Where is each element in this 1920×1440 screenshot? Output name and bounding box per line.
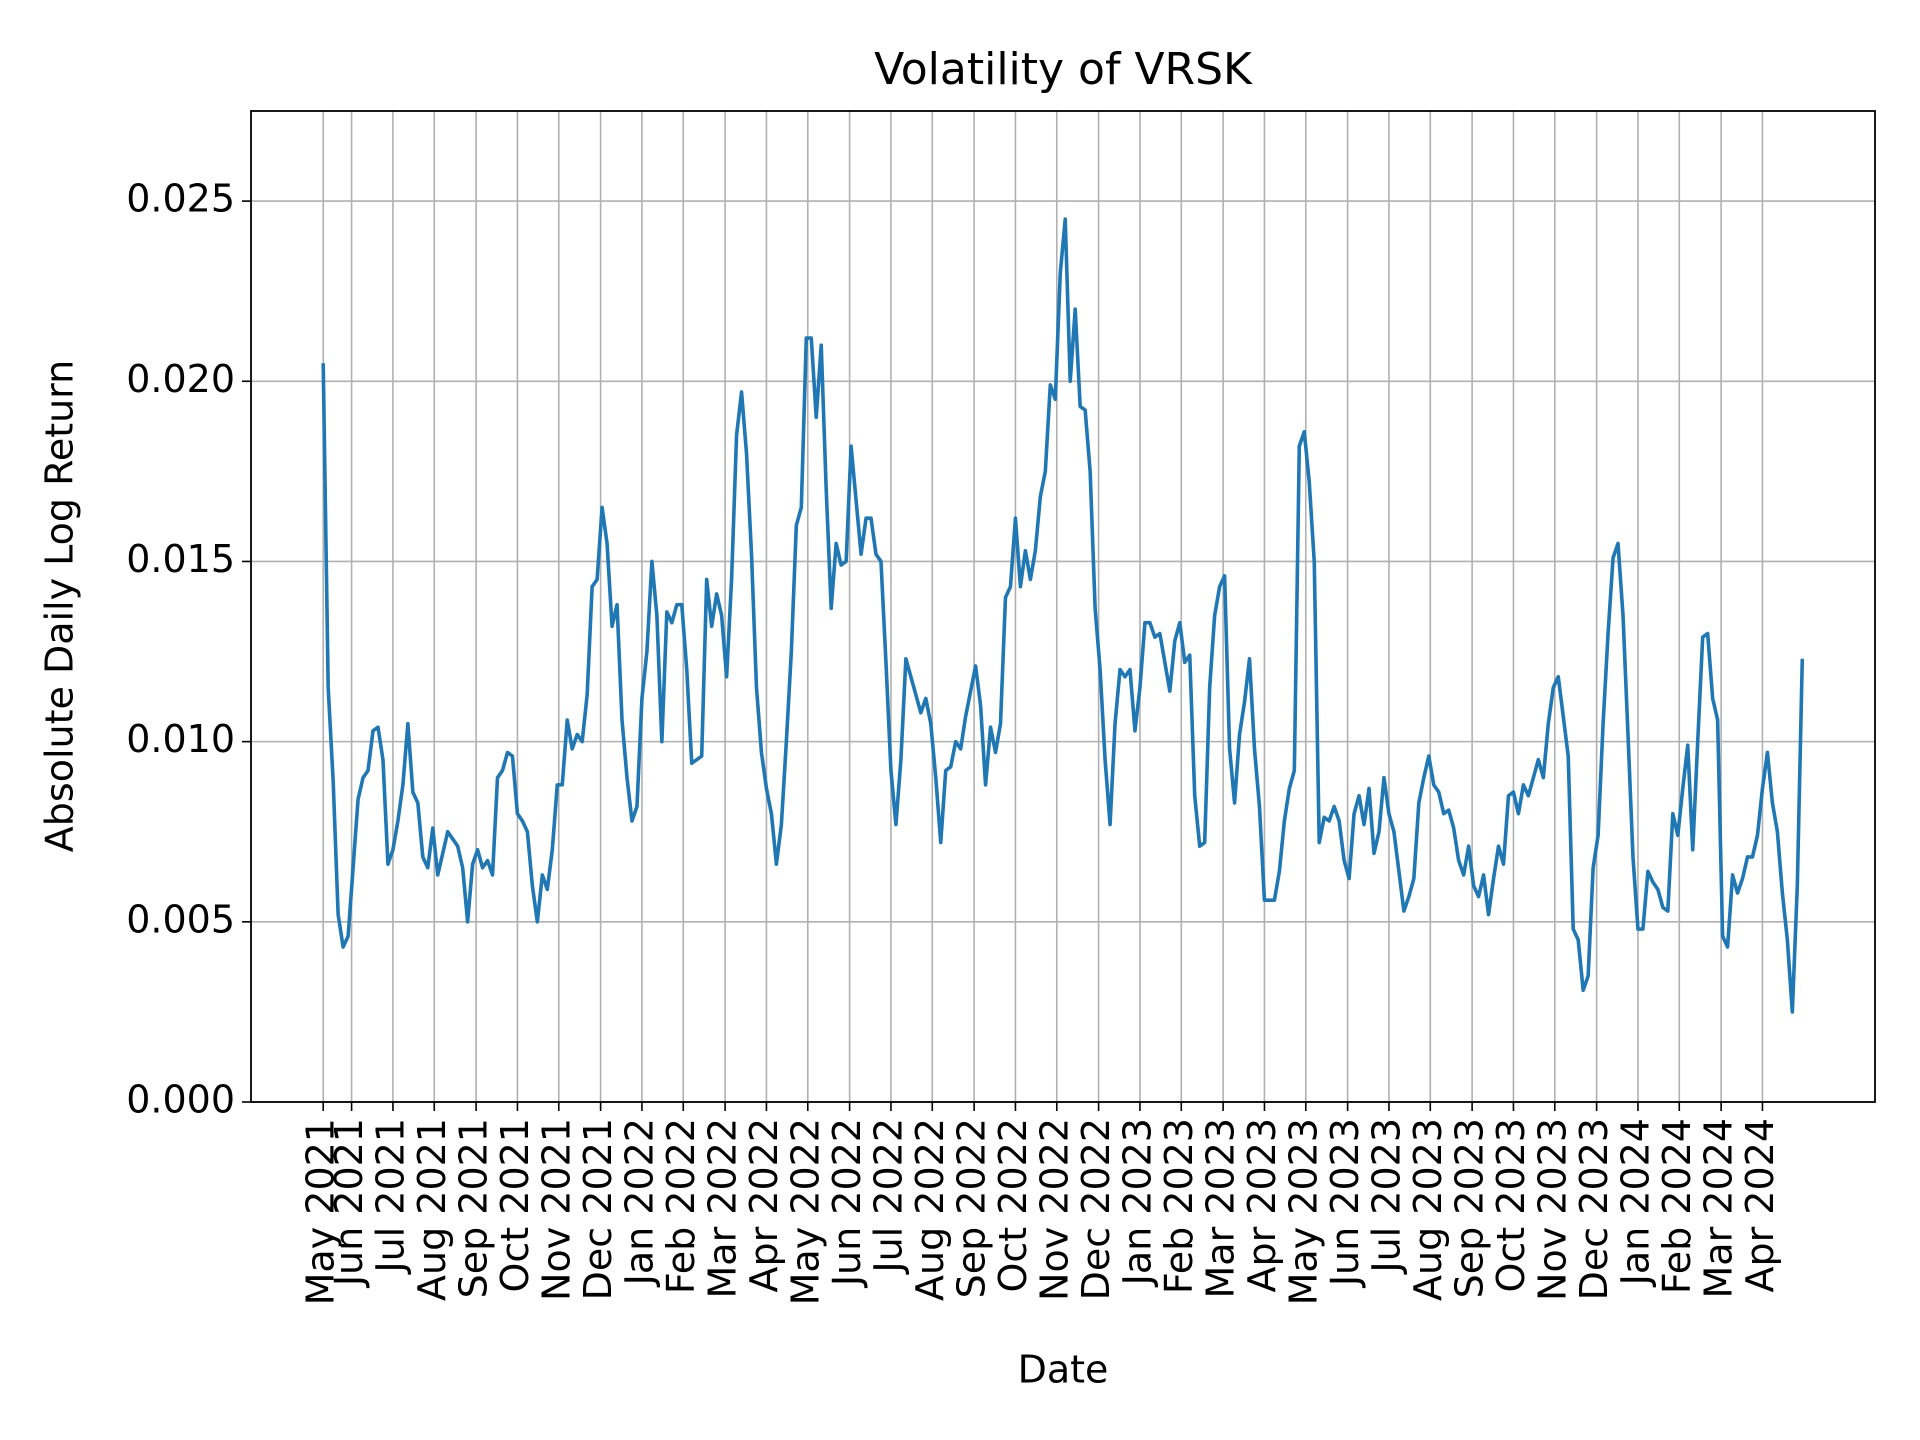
x-tick-label: Oct 2021 [493,1118,537,1293]
x-tick-label: Jan 2022 [617,1118,661,1287]
x-tick-label: Nov 2021 [534,1118,578,1301]
x-tick-label: Apr 2024 [1738,1118,1782,1293]
x-tick-label: Nov 2022 [1032,1118,1076,1301]
x-tick-label: Sep 2022 [950,1118,994,1298]
x-tick-label: Sep 2021 [452,1118,496,1298]
x-tick-label: Feb 2024 [1655,1118,1699,1294]
x-tick-label: Sep 2023 [1448,1118,1492,1298]
y-tick-label: 0.015 [126,537,235,581]
x-tick-label: Nov 2023 [1530,1118,1574,1301]
x-tick-label: Aug 2021 [410,1118,454,1301]
x-tick-label: Aug 2023 [1406,1118,1450,1301]
y-tick-label: 0.025 [126,177,235,221]
x-tick-label: Jun 2021 [327,1118,371,1288]
x-tick-label: Jan 2023 [1115,1118,1159,1287]
chart-title: Volatility of VRSK [874,44,1253,95]
y-tick-label: 0.020 [126,357,235,401]
x-tick-label: Feb 2022 [659,1118,703,1294]
y-tick-label: 0.010 [126,717,235,761]
x-tick-label: Oct 2023 [1489,1118,1533,1293]
x-tick-label: Feb 2023 [1157,1118,1201,1294]
x-tick-label: Jun 2023 [1323,1118,1367,1288]
x-tick-label: Apr 2023 [1240,1118,1284,1293]
x-tick-label: Jul 2021 [368,1118,412,1275]
x-tick-label: May 2023 [1281,1118,1325,1305]
x-tick-label: May 2021 [299,1118,343,1305]
x-tick-label: Jan 2024 [1613,1118,1657,1287]
x-tick-label: Jul 2023 [1364,1118,1408,1275]
x-tick-label: Oct 2022 [991,1118,1035,1293]
y-tick-label: 0.000 [126,1078,235,1122]
x-tick-label: Jun 2022 [825,1118,869,1288]
x-tick-label: May 2022 [783,1118,827,1305]
y-axis-label: Absolute Daily Log Return [38,360,82,852]
x-tick-label: Jul 2022 [866,1118,910,1275]
y-tick-label: 0.005 [126,897,235,941]
x-axis-label: Date [1018,1348,1109,1392]
x-tick-label: Mar 2022 [701,1118,745,1298]
x-tick-label: Dec 2022 [1074,1118,1118,1300]
x-tick-label: Aug 2022 [908,1118,952,1301]
x-tick-label: Dec 2021 [576,1118,620,1300]
plot-frame [250,110,1876,1103]
x-tick-label: Apr 2022 [742,1118,786,1293]
x-tick-label: Mar 2024 [1697,1118,1741,1298]
x-tick-label: Mar 2023 [1199,1118,1243,1298]
data-line [321,217,1805,1014]
x-tick-label: Dec 2023 [1572,1118,1616,1300]
